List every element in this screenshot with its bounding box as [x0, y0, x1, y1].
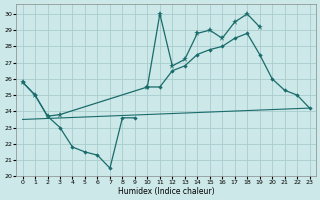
- X-axis label: Humidex (Indice chaleur): Humidex (Indice chaleur): [118, 187, 214, 196]
